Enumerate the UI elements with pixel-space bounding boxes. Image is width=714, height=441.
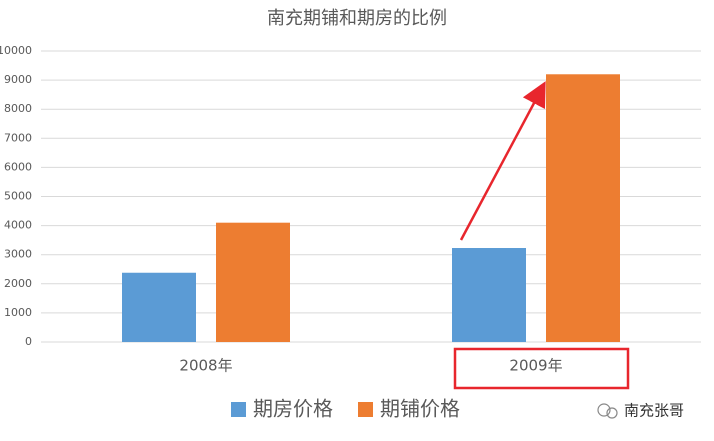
- chart-title: 南充期铺和期房的比例: [267, 8, 447, 29]
- legend-swatch: [231, 402, 246, 417]
- watermark-icon: [606, 407, 618, 419]
- bar: [546, 74, 620, 342]
- y-tick-label: 10000: [0, 44, 32, 57]
- watermark: 南充张哥: [624, 402, 684, 420]
- y-tick-label: 2000: [4, 277, 32, 290]
- y-tick-label: 8000: [4, 102, 32, 115]
- x-tick-label: 2009年: [509, 357, 562, 375]
- y-tick-label: 5000: [4, 190, 32, 203]
- bar: [216, 222, 290, 342]
- y-tick-label: 9000: [4, 73, 32, 86]
- legend-swatch: [358, 402, 373, 417]
- y-tick-label: 4000: [4, 219, 32, 232]
- y-tick-label: 1000: [4, 306, 32, 319]
- plot-area: 0 1000 2000 3000 4000 5000 6000 7000 8000 9000 100…: [0, 44, 701, 421]
- highlight-box: [453, 347, 630, 390]
- legend-label: 期房价格: [253, 397, 333, 421]
- y-tick-label: 0: [25, 335, 32, 348]
- x-tick-label: 2008年: [179, 357, 232, 375]
- y-tick-label: 3000: [4, 248, 32, 261]
- legend-label: 期铺价格: [380, 397, 460, 421]
- bar: [452, 248, 526, 342]
- y-tick-label: 7000: [4, 131, 32, 144]
- watermark-icon: [597, 403, 611, 417]
- y-tick-label: 6000: [4, 160, 32, 173]
- bar: [122, 272, 196, 342]
- arrow: [459, 81, 546, 241]
